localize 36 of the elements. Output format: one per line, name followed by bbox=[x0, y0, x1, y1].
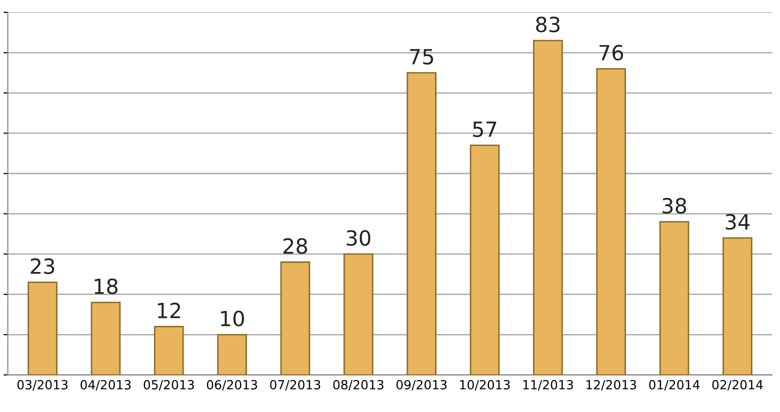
data-label: 83 bbox=[536, 16, 560, 32]
x-tick-label: 03/2013 bbox=[17, 380, 68, 390]
bar bbox=[659, 221, 690, 375]
x-tick-label: 12/2013 bbox=[586, 380, 636, 390]
bar bbox=[90, 302, 121, 375]
x-tick-label: 08/2013 bbox=[333, 380, 384, 390]
x-tick-label: 04/2013 bbox=[80, 380, 131, 390]
bar bbox=[533, 40, 563, 375]
x-tick-label: 07/2013 bbox=[270, 380, 320, 390]
data-label: 57 bbox=[473, 122, 496, 138]
x-tick-label: 09/2013 bbox=[396, 380, 447, 390]
bar bbox=[28, 282, 58, 375]
data-label: 76 bbox=[600, 44, 624, 61]
x-tick-label: 02/2014 bbox=[712, 380, 763, 390]
x-tick-label: 05/2013 bbox=[144, 380, 194, 390]
bar bbox=[217, 334, 247, 375]
bar bbox=[596, 68, 626, 375]
data-label: 34 bbox=[726, 214, 750, 230]
bar bbox=[154, 326, 184, 375]
bar bbox=[406, 72, 436, 375]
bar bbox=[470, 144, 500, 375]
data-label: 18 bbox=[94, 278, 118, 294]
data-label: 10 bbox=[221, 310, 244, 326]
bar bbox=[344, 253, 374, 375]
data-label: 23 bbox=[30, 258, 54, 274]
data-label: 38 bbox=[662, 198, 686, 214]
data-label: 75 bbox=[410, 49, 434, 65]
bar bbox=[280, 261, 310, 375]
x-tick-label: 06/2013 bbox=[206, 380, 258, 390]
x-tick-label: 10/2013 bbox=[460, 380, 510, 390]
data-label: 12 bbox=[158, 302, 180, 318]
x-tick-label: 01/2014 bbox=[649, 380, 700, 390]
data-label: 30 bbox=[346, 230, 370, 246]
bar bbox=[722, 237, 752, 375]
data-label: 28 bbox=[284, 238, 308, 254]
x-tick-label: 11/2013 bbox=[523, 380, 573, 390]
